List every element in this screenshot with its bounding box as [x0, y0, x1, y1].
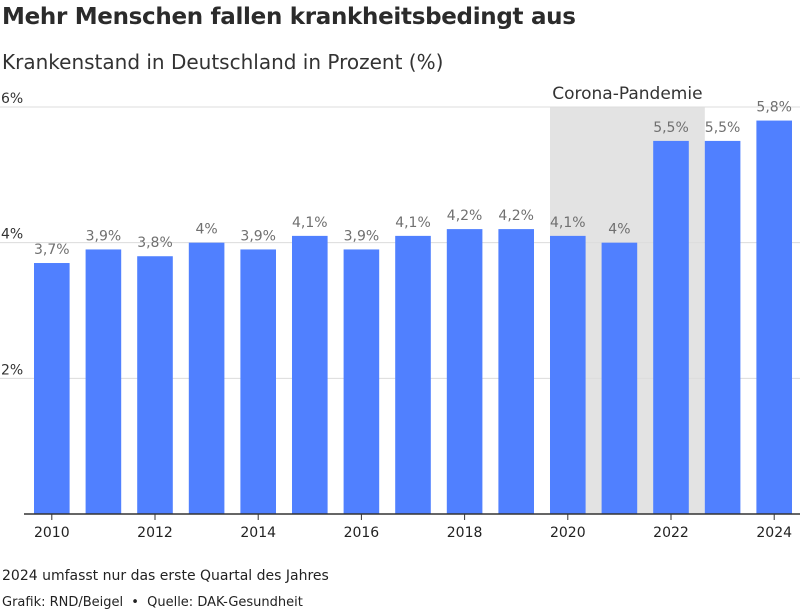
bar-value-label: 4%	[195, 222, 217, 238]
bar-value-label: 4,2%	[447, 208, 483, 224]
bar-value-label: 3,8%	[137, 235, 173, 251]
y-tick-label: 6%	[1, 91, 23, 107]
bar-value-label: 4,1%	[395, 215, 431, 231]
x-tick-label: 2020	[550, 525, 586, 541]
bars-layer	[33, 120, 793, 515]
x-tick-label: 2024	[756, 525, 792, 541]
labels-layer: 3,7% 3,9% 3,8% 4% 3,9% 4,1% 3,9% 4,1% 4,2% 4,2% 4,…	[34, 100, 792, 258]
bar-value-label: 5,5%	[653, 120, 689, 136]
x-tick-label: 2016	[344, 525, 380, 541]
bar	[395, 235, 431, 514]
bar-value-label: 4,2%	[498, 208, 534, 224]
bar-value-label: 5,5%	[705, 120, 741, 136]
y-tick-label: 2%	[1, 362, 23, 378]
bar	[498, 229, 535, 514]
bar	[653, 140, 689, 514]
bar-value-label: 3,9%	[240, 228, 276, 244]
bar	[756, 120, 793, 515]
x-tick-label: 2018	[447, 525, 483, 541]
bar-value-label: 4,1%	[550, 215, 586, 231]
bar	[446, 229, 483, 514]
bar-value-label: 5,8%	[756, 100, 792, 116]
x-tick-label: 2012	[137, 525, 173, 541]
chart-footnote: 2024 umfasst nur das erste Quartal des J…	[2, 568, 329, 584]
x-tick-label: 2010	[34, 525, 70, 541]
bar	[549, 235, 586, 514]
bar-value-label: 3,7%	[34, 242, 70, 258]
chart-credits: Grafik: RND/Beigel • Quelle: DAK-Gesundh…	[2, 595, 303, 610]
x-tick-label: 2022	[653, 525, 689, 541]
bar-value-label: 3,9%	[344, 228, 380, 244]
bar	[137, 256, 173, 514]
bar	[33, 263, 70, 514]
credit-quelle: Quelle: DAK-Gesundheit	[147, 595, 303, 610]
x-tick-label: 2014	[240, 525, 276, 541]
bar-value-label: 4%	[608, 222, 630, 238]
bar-value-label: 4,1%	[292, 215, 328, 231]
bar	[85, 249, 122, 514]
highlight-label: Corona-Pandemie	[552, 84, 702, 104]
bar-value-label: 3,9%	[86, 228, 122, 244]
y-tick-label: 4%	[1, 227, 23, 243]
chart-subtitle: Krankenstand in Deutschland in Prozent (…	[2, 50, 444, 74]
bar	[601, 242, 638, 514]
bar	[704, 140, 741, 514]
chart-title: Mehr Menschen fallen krankheitsbedingt a…	[2, 4, 576, 30]
axis-layer: 2010 2012 2014 2016 2018 2020 2022 2024	[24, 513, 800, 541]
credit-grafik: Grafik: RND/Beigel	[2, 595, 124, 610]
bar	[291, 235, 328, 514]
bar	[343, 249, 380, 514]
bar	[188, 242, 225, 514]
credit-separator: •	[131, 595, 139, 610]
bar	[240, 249, 277, 514]
